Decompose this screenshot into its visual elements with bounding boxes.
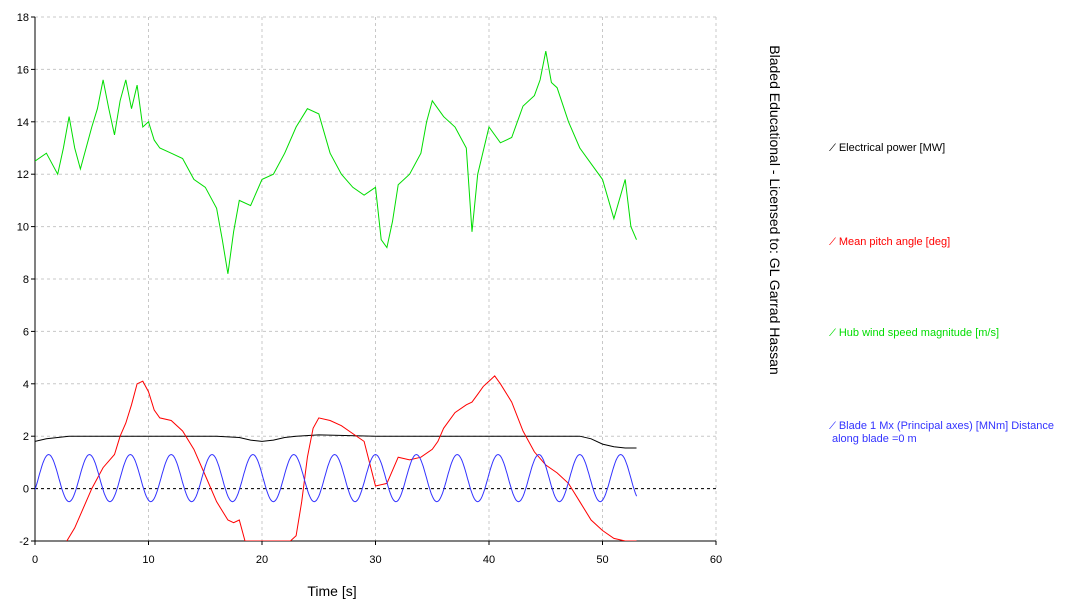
x-tick-label: 0 [32,554,38,566]
series-group [35,51,638,541]
y-tick-label: 0 [23,484,29,496]
series-line-3 [35,453,638,503]
series-line-2 [35,51,637,274]
legend-item: ⁄ Mean pitch angle [deg] [832,236,1077,249]
y-tick-label: 10 [17,222,29,234]
legend-line-icon: ⁄ [832,236,834,248]
legend-label: Blade 1 Mx (Principal axes) [MNm] Distan… [832,420,1055,445]
y-tick-label: 6 [23,326,29,338]
legend-label: Mean pitch angle [deg] [838,236,951,248]
legend-item: ⁄ Electrical power [MW] [832,142,1077,155]
legend-line-icon: ⁄ [832,327,834,339]
y-tick-label: 18 [17,12,29,24]
x-tick-label: 30 [369,554,381,566]
legend-item: ⁄ Hub wind speed magnitude [m/s] [832,327,1077,340]
legend-label: Electrical power [MW] [838,142,946,154]
x-tick-label: 20 [256,554,268,566]
x-tick-label: 60 [710,554,722,566]
y-tick-label: -2 [19,536,29,548]
x-tick-label: 40 [483,554,495,566]
series-line-0 [35,434,637,449]
legend-item: ⁄ Blade 1 Mx (Principal axes) [MNm] Dista… [832,420,1077,446]
y-tick-label: 4 [23,379,29,391]
x-tick-label: 50 [596,554,608,566]
y-tick-label: 12 [17,169,29,181]
y-tick-label: 16 [17,64,29,76]
series-line-1 [66,375,637,541]
legend-line-icon: ⁄ [832,142,834,154]
grid [34,16,717,542]
y-tick-label: 14 [17,117,29,129]
legend-line-icon: ⁄ [832,420,834,432]
y-tick-label: 2 [23,431,29,443]
x-axis-title: Time [s] [307,583,356,599]
x-tick-label: 10 [142,554,154,566]
watermark: Bladed Educational - Licensed to: GL Gar… [767,45,783,374]
y-tick-label: 8 [23,274,29,286]
legend-label: Hub wind speed magnitude [m/s] [838,327,1000,339]
